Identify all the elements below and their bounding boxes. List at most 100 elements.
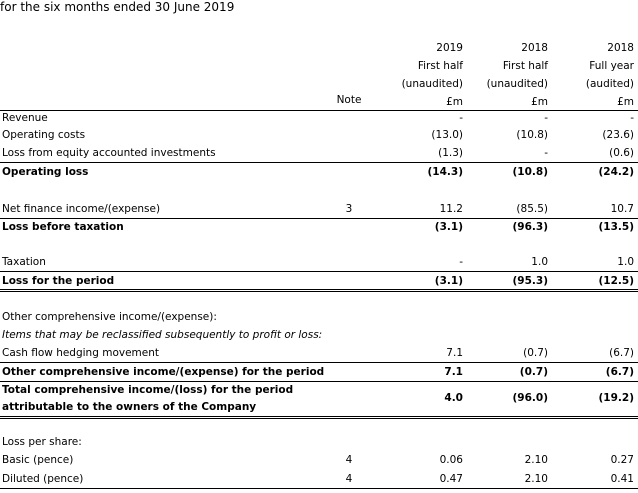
table-row-subtotal: Loss before taxation (3.1) (96.3) (13.5) [0, 219, 638, 236]
value-2019-h1: (13.0) [431, 129, 463, 141]
table-row: Operating costs (13.0) (10.8) (23.6) [0, 127, 638, 144]
value-2019-h1: 11.2 [439, 203, 463, 215]
row-label: attributable to the owners of the Compan… [2, 401, 257, 413]
value-2018-fy: (19.2) [598, 392, 634, 404]
value-2018-h1: (95.3) [512, 275, 548, 287]
note-ref: 4 [345, 473, 353, 485]
subtotal-rule [0, 271, 638, 272]
value-2019-h1: (1.3) [438, 147, 463, 159]
value-2018-fy: - [630, 112, 634, 124]
table-row: Diluted (pence) 4 0.47 2.10 0.41 [0, 471, 638, 488]
value-2018-h1: (0.7) [523, 347, 548, 359]
value-2018-fy: (0.6) [609, 147, 634, 159]
value-2018-h1: (96.0) [512, 392, 548, 404]
note-column-header: Note [336, 94, 362, 106]
section-subheading: Items that may be reclassified subsequen… [0, 327, 638, 344]
table-row: Cash flow hedging movement 7.1 (0.7) (6.… [0, 345, 638, 362]
row-label: Loss before taxation [2, 221, 124, 233]
value-2018-fy: 1.0 [617, 256, 634, 268]
row-label: Operating loss [2, 166, 89, 178]
value-2018-fy: (6.7) [609, 347, 634, 359]
table-row: Taxation - 1.0 1.0 [0, 254, 638, 271]
value-2018-h1: (10.8) [512, 166, 548, 178]
row-label: Diluted (pence) [2, 473, 84, 485]
table-row-total: Total comprehensive income/(loss) for th… [0, 382, 638, 399]
row-label: Total comprehensive income/(loss) for th… [2, 384, 294, 396]
value-2018-fy: (13.5) [598, 221, 634, 233]
table-row: Loss from equity accounted investments (… [0, 145, 638, 162]
value-2018-h1: - [544, 147, 548, 159]
col-header-2018-fy: 2018 Full year (audited) £m [586, 39, 634, 111]
col-unit: £m [446, 96, 463, 108]
row-label: Taxation [2, 256, 46, 268]
value-2019-h1: (3.1) [434, 275, 463, 287]
value-2018-h1: - [544, 112, 548, 124]
section-heading: Other comprehensive income/(expense): [0, 309, 638, 326]
table-row-subtotal: Other comprehensive income/(expense) for… [0, 364, 638, 381]
value-2018-fy: (23.6) [602, 129, 634, 141]
subtotal-rule [0, 162, 638, 163]
value-2019-h1: (14.3) [427, 166, 463, 178]
row-label: Other comprehensive income/(expense) for… [2, 366, 325, 378]
value-2018-fy: (6.7) [605, 366, 634, 378]
col-header-2019-h1: 2019 First half (unaudited) £m [402, 39, 463, 111]
value-2019-h1: 4.0 [444, 392, 463, 404]
value-2018-fy: 10.7 [610, 203, 634, 215]
row-label: Revenue [2, 112, 48, 124]
table-row: Revenue - - - [0, 110, 638, 127]
value-2018-fy: 0.27 [610, 454, 634, 466]
row-label: Items that may be reclassified subsequen… [2, 329, 323, 341]
col-status: (unaudited) [401, 78, 463, 90]
col-unit: £m [531, 96, 548, 108]
col-unit: £m [617, 96, 634, 108]
subtotal-rule [0, 362, 638, 363]
table-row-total-continued: attributable to the owners of the Compan… [0, 399, 638, 416]
note-ref: 3 [345, 203, 353, 215]
col-period: First half [417, 60, 463, 72]
value-2018-h1: (0.7) [519, 366, 548, 378]
value-2018-h1: (10.8) [516, 129, 548, 141]
value-2019-h1: - [459, 256, 463, 268]
value-2018-fy: (24.2) [598, 166, 634, 178]
value-2018-h1: 2.10 [524, 454, 548, 466]
table-row-total-values: 4.0 (96.0) (19.2) [0, 390, 638, 407]
col-status: (audited) [585, 78, 634, 90]
row-label: Loss per share: [2, 436, 82, 448]
value-2019-h1: 7.1 [446, 347, 463, 359]
value-2019-h1: - [459, 112, 463, 124]
col-year: 2019 [436, 42, 463, 54]
col-period: First half [502, 60, 548, 72]
table-row-total: Loss for the period (3.1) (95.3) (12.5) [0, 273, 638, 290]
value-2019-h1: (3.1) [434, 221, 463, 233]
statement-caption: for the six months ended 30 June 2019 [0, 0, 235, 14]
table-row: Net finance income/(expense) 3 11.2 (85.… [0, 201, 638, 218]
value-2018-h1: 2.10 [524, 473, 548, 485]
subtotal-rule [0, 218, 638, 219]
row-label: Net finance income/(expense) [2, 203, 161, 215]
header-rule [0, 110, 638, 111]
col-period: Full year [589, 60, 634, 72]
value-2018-h1: (85.5) [516, 203, 548, 215]
col-year: 2018 [607, 42, 634, 54]
col-year: 2018 [521, 42, 548, 54]
row-label: Operating costs [2, 129, 86, 141]
value-2019-h1: 0.47 [439, 473, 463, 485]
total-double-rule [0, 416, 638, 419]
col-status: (unaudited) [486, 78, 548, 90]
note-ref: 4 [345, 454, 353, 466]
col-header-2018-h1: 2018 First half (unaudited) £m [487, 39, 548, 111]
value-2018-fy: (12.5) [598, 275, 634, 287]
section-heading: Loss per share: [0, 434, 638, 451]
row-label: Loss from equity accounted investments [2, 147, 216, 159]
bottom-rule [0, 488, 638, 489]
row-label: Other comprehensive income/(expense): [2, 311, 217, 323]
value-2018-h1: (96.3) [512, 221, 548, 233]
table-row: Basic (pence) 4 0.06 2.10 0.27 [0, 452, 638, 469]
value-2018-fy: 0.41 [610, 473, 634, 485]
total-double-rule [0, 289, 638, 292]
subtotal-rule [0, 381, 638, 382]
table-row-subtotal: Operating loss (14.3) (10.8) (24.2) [0, 164, 638, 181]
value-2019-h1: 7.1 [444, 366, 463, 378]
value-2019-h1: 0.06 [439, 454, 463, 466]
row-label: Basic (pence) [2, 454, 74, 466]
